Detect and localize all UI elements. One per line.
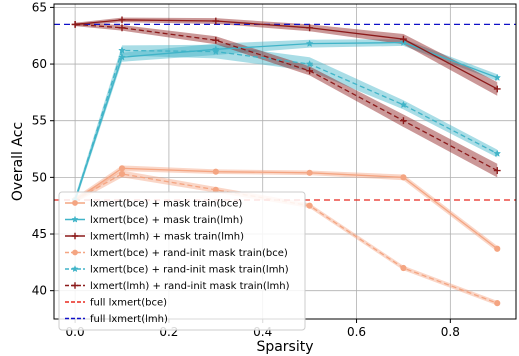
y-tick-label: 50 — [32, 170, 47, 184]
data-point — [305, 39, 314, 47]
legend-label: full lxmert(bce) — [90, 298, 167, 309]
data-point — [305, 59, 314, 68]
data-point — [399, 100, 408, 109]
series-line — [75, 23, 498, 172]
y-tick-label: 60 — [32, 57, 47, 71]
data-point — [400, 35, 407, 43]
data-point — [306, 169, 313, 176]
legend-marker — [71, 265, 79, 273]
data-point — [494, 245, 501, 252]
series-band — [75, 165, 498, 252]
y-axis-label: Overall Acc — [10, 122, 26, 201]
legend: lxmert(bce) + mask train(bce) lxmert(bce)… — [58, 191, 306, 331]
data-point — [306, 202, 313, 209]
y-tick-label: 55 — [32, 114, 47, 128]
data-point — [212, 36, 220, 44]
legend-label: lxmert(bce) + mask train(lmh) — [90, 215, 243, 226]
data-point — [118, 46, 126, 54]
legend-label: lxmert(bce) + mask train(bce) — [90, 199, 242, 210]
data-point — [212, 17, 220, 25]
legend-marker — [71, 215, 79, 223]
legend-marker — [71, 232, 79, 240]
data-point — [118, 170, 126, 178]
legend-marker — [72, 249, 78, 256]
data-point — [212, 168, 219, 175]
legend-label: lxmert(lmh) + mask train(lmh) — [90, 232, 244, 243]
series-line — [74, 41, 498, 201]
y-tick-label: 45 — [32, 227, 47, 241]
data-point — [400, 117, 407, 125]
series-line — [74, 49, 498, 201]
legend-label: lxmert(lmh) + rand-init mask train(lmh) — [90, 281, 290, 292]
data-point — [306, 24, 314, 32]
x-tick-label: 0.8 — [441, 325, 460, 339]
legend-label: lxmert(bce) + rand-init mask train(lmh) — [90, 265, 289, 276]
data-point — [400, 264, 407, 272]
data-point — [211, 47, 220, 55]
data-point — [493, 167, 501, 174]
legend-marker — [72, 200, 78, 206]
y-tick-label: 65 — [32, 0, 47, 14]
series-lines — [71, 16, 502, 307]
series-band — [75, 44, 498, 204]
data-point — [493, 73, 502, 81]
x-tick-label: 0.6 — [347, 325, 366, 339]
legend-marker — [71, 282, 79, 289]
data-point — [118, 24, 126, 32]
legend-label: full lxmert(lmh) — [90, 314, 168, 325]
legend-box — [58, 191, 306, 331]
legend-label: lxmert(bce) + rand-init mask train(bce) — [90, 248, 288, 259]
data-point — [493, 85, 501, 93]
data-point — [118, 165, 126, 172]
series-line — [75, 19, 498, 90]
x-axis-label: Sparsity — [256, 339, 313, 355]
data-point — [118, 16, 126, 24]
data-point — [71, 20, 79, 28]
data-point — [118, 53, 126, 61]
series-line — [74, 167, 498, 250]
data-point — [306, 67, 314, 75]
data-point — [400, 174, 407, 181]
y-tick-label: 40 — [32, 284, 47, 298]
data-point — [494, 300, 501, 307]
data-point — [493, 149, 502, 157]
